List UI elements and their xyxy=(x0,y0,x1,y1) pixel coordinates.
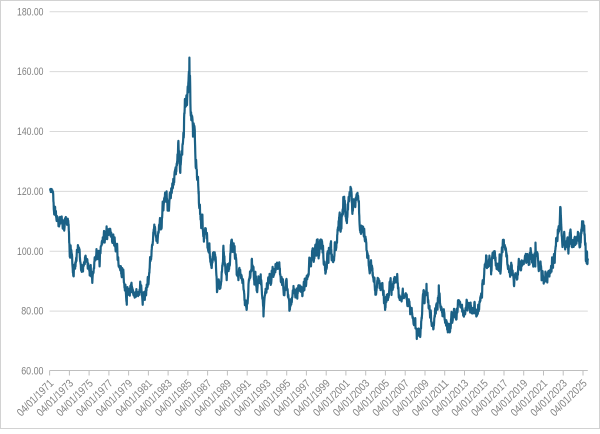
svg-text:140.00: 140.00 xyxy=(17,126,44,138)
svg-text:60.00: 60.00 xyxy=(21,366,43,378)
svg-text:80.00: 80.00 xyxy=(21,306,43,318)
svg-text:100.00: 100.00 xyxy=(17,246,44,258)
svg-text:160.00: 160.00 xyxy=(17,66,44,78)
svg-text:180.00: 180.00 xyxy=(17,6,44,18)
svg-text:120.00: 120.00 xyxy=(17,186,44,198)
